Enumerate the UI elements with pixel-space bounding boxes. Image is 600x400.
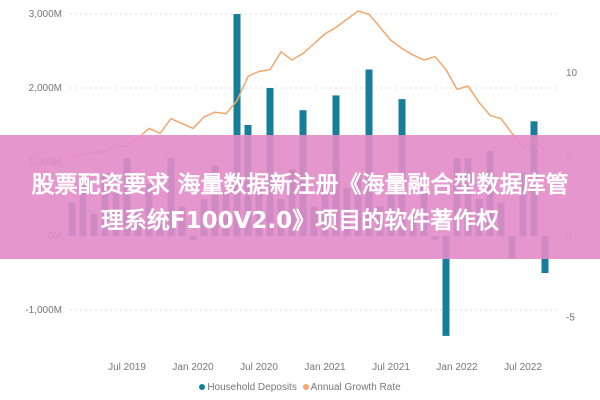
y-right-tick-label: -5 <box>566 313 575 324</box>
legend-growth: Annual Growth Rate <box>310 382 401 393</box>
banner-line-2: 理系统F100V2.0》项目的软件著作权 <box>100 208 500 234</box>
x-tick-label: Jul 2021 <box>372 362 410 373</box>
y-left-tick-label: 3,000M <box>29 9 62 20</box>
legend: Household Deposits Annual Growth Rate <box>0 382 600 393</box>
y-left-tick-label: -1,000M <box>25 305 62 316</box>
overlay-banner: 股票配资要求 海量数据新注册《海量融合型数据库管 理系统F100V2.0》项目的… <box>0 135 600 259</box>
legend-deposits: Household Deposits <box>207 382 297 393</box>
legend-growth-marker <box>302 383 309 390</box>
y-left-tick-label: 2,000M <box>29 83 62 94</box>
x-tick-label: Jul 2019 <box>108 362 146 373</box>
x-tick-label: Jul 2022 <box>504 362 542 373</box>
x-tick-label: Jan 2022 <box>436 362 478 373</box>
y-right-tick-label: 10 <box>566 68 578 79</box>
x-tick-label: Jul 2020 <box>240 362 278 373</box>
x-tick-label: Jan 2021 <box>304 362 346 373</box>
line-annual-growth-rate <box>71 10 546 157</box>
banner-line-1: 股票配资要求 海量数据新注册《海量融合型数据库管 <box>31 172 569 198</box>
x-tick-label: Jan 2020 <box>172 362 214 373</box>
legend-deposits-marker <box>199 383 206 390</box>
bar-household-deposits <box>442 236 450 336</box>
bar-household-deposits <box>233 14 241 236</box>
